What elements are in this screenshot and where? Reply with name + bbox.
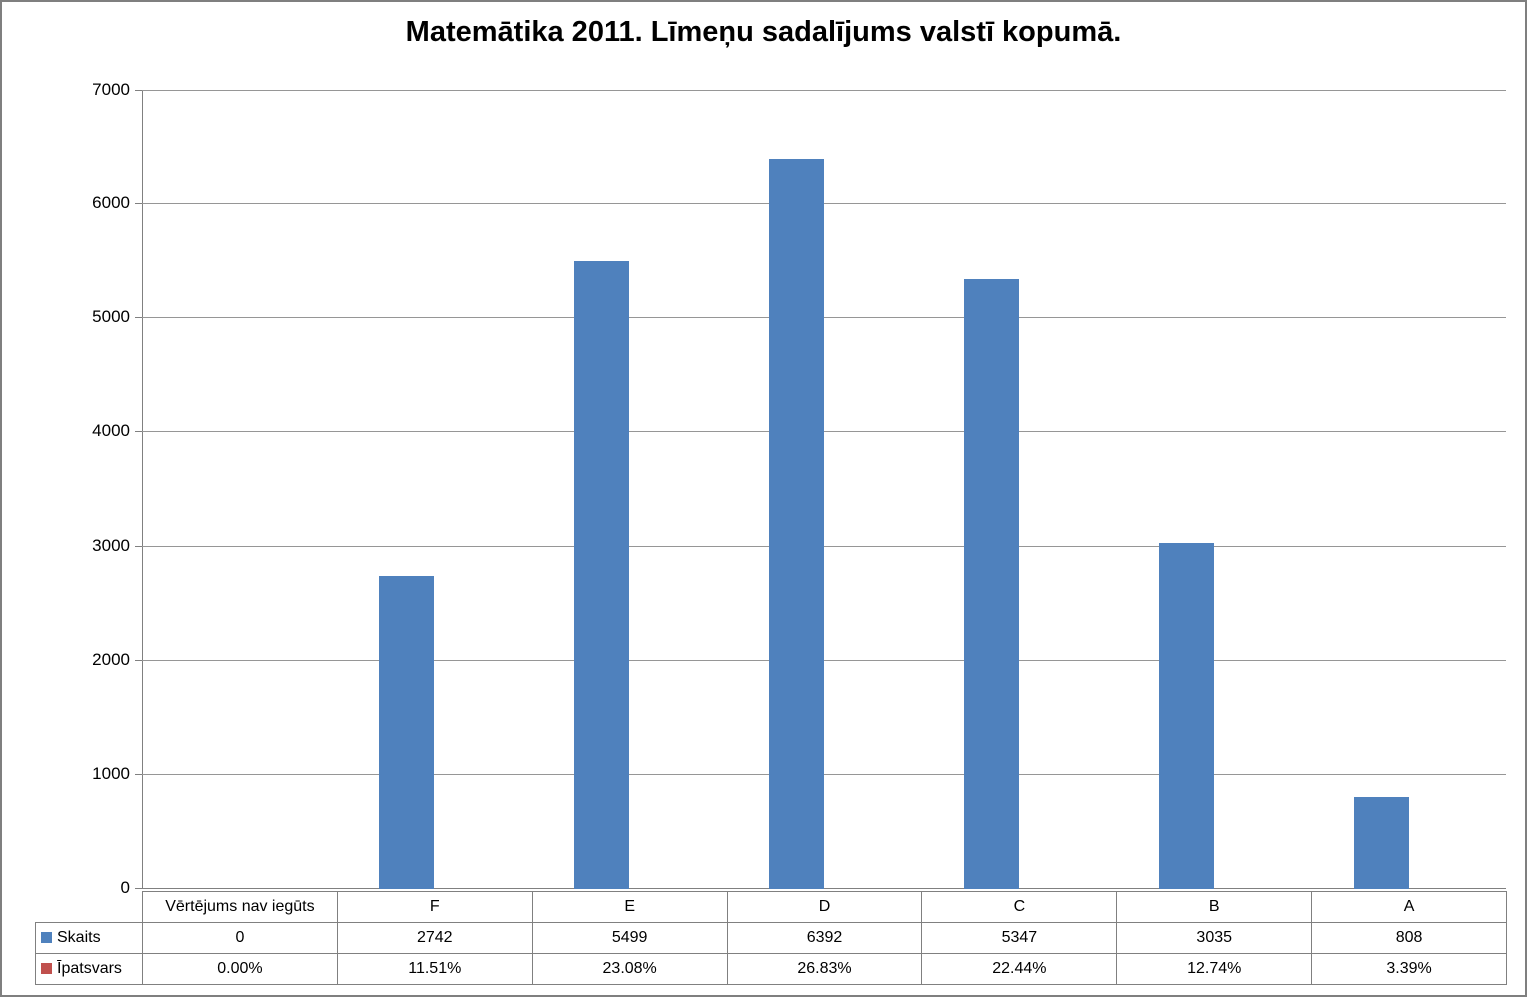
y-axis-tick	[135, 660, 142, 661]
skaits-legend-swatch-icon	[41, 932, 52, 943]
series-name-label: Īpatsvars	[57, 960, 122, 977]
value-cell-īpatsvars: 26.83%	[726, 953, 923, 985]
category-label: B	[1116, 891, 1313, 923]
y-axis-tick-label: 0	[120, 878, 130, 897]
bar-skaits-a	[1353, 797, 1409, 889]
y-axis-tick	[135, 546, 142, 547]
y-axis-tick	[135, 203, 142, 204]
value-cell-skaits: 3035	[1116, 922, 1313, 954]
gridline	[142, 317, 1506, 318]
bar-skaits-b	[1158, 543, 1214, 889]
y-axis-tick	[135, 317, 142, 318]
category-label: F	[336, 891, 533, 923]
y-axis-line	[142, 90, 143, 889]
bar-skaits-e	[574, 261, 630, 889]
table-header-row: Vērtējums nav iegūts F E D C B A	[36, 891, 1508, 923]
category-label: D	[726, 891, 923, 923]
y-axis-tick-label: 6000	[92, 193, 130, 212]
value-cell-īpatsvars: 12.74%	[1116, 953, 1313, 985]
x-axis-line	[142, 888, 1506, 889]
table-corner-blank	[36, 892, 143, 923]
value-cell-skaits: 2742	[336, 922, 533, 954]
series-name-label: Skaits	[57, 929, 101, 946]
y-axis-tick-label: 7000	[92, 80, 130, 99]
value-cell-īpatsvars: 11.51%	[336, 953, 533, 985]
legend-cell-skaits: Skaits	[35, 922, 143, 954]
value-cell-skaits: 0	[142, 922, 338, 954]
y-axis-tick-label: 5000	[92, 307, 130, 326]
bar-skaits-d	[769, 159, 824, 889]
īpatsvars-legend-swatch-icon	[41, 963, 52, 974]
gridline	[142, 660, 1506, 661]
value-cell-skaits: 5499	[531, 922, 728, 954]
y-axis-tick	[135, 431, 142, 432]
value-cell-īpatsvars: 0.00%	[142, 953, 338, 985]
y-axis-tick	[135, 774, 142, 775]
plot-area	[135, 90, 1506, 889]
gridline	[142, 774, 1506, 775]
y-axis-labels: 0 1000 2000 3000 4000 5000 6000 7000	[38, 80, 130, 897]
value-cell-skaits: 5347	[921, 922, 1118, 954]
table-row-skaits: Skaits 0 2742 5499 6392 5347 3035 808	[35, 922, 1508, 954]
bar-skaits-c	[963, 279, 1019, 889]
table-row-īpatsvars: Īpatsvars 0.00% 11.51% 23.08% 26.83% 22.44% 12…	[35, 953, 1508, 985]
gridline	[142, 546, 1506, 547]
gridline	[142, 431, 1506, 432]
table-body: Vērtējums nav iegūts F E D C B A Skaits 0 2742 549…	[35, 891, 1508, 985]
y-axis-tick-label: 4000	[92, 421, 130, 440]
category-label: A	[1311, 891, 1508, 923]
gridline	[142, 90, 1506, 91]
y-axis-tick	[135, 888, 142, 889]
bar-skaits-f	[379, 576, 435, 889]
data-table: Vērtējums nav iegūts F E D C B A Skaits 0 2742 549…	[35, 891, 1508, 985]
y-axis-tick-label: 3000	[92, 536, 130, 555]
value-cell-skaits: 6392	[726, 922, 923, 954]
chart-title: Matemātika 2011. Līmeņu sadalījums valst…	[405, 16, 1122, 48]
y-axis-tick-label: 2000	[92, 650, 130, 669]
y-axis-tick-label: 1000	[92, 764, 130, 783]
value-cell-īpatsvars: 23.08%	[531, 953, 728, 985]
category-label: C	[921, 891, 1118, 923]
value-cell-īpatsvars: 3.39%	[1311, 953, 1508, 985]
category-label: E	[531, 891, 728, 923]
category-label: Vērtējums nav iegūts	[142, 891, 338, 923]
value-cell-īpatsvars: 22.44%	[921, 953, 1118, 985]
gridline	[142, 203, 1506, 204]
value-cell-skaits: 808	[1311, 922, 1508, 954]
legend-cell-īpatsvars: Īpatsvars	[35, 953, 143, 985]
y-axis-tick	[135, 90, 142, 91]
